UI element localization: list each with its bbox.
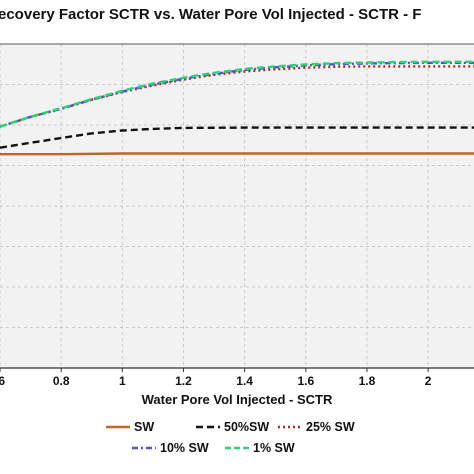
legend-swatch-25sw	[278, 425, 302, 429]
legend-swatch-sw	[106, 425, 130, 429]
legend-swatch-1sw	[225, 446, 249, 450]
legend-item-sw: SW	[106, 420, 154, 434]
series-line-50sw	[0, 126, 474, 149]
legend-label-1sw: 1% SW	[253, 441, 295, 455]
legend-label-sw: SW	[134, 420, 155, 434]
series-line-25sw	[0, 65, 474, 128]
series-line-1sw	[0, 60, 474, 128]
x-tick-label: 1	[119, 374, 126, 388]
x-tick-label: 1.4	[236, 374, 253, 388]
x-tick-label: 0.8	[53, 374, 70, 388]
x-tick-label: 2	[425, 374, 432, 388]
x-axis-label: Water Pore Vol Injected - SCTR	[141, 392, 333, 407]
legend-item-25sw: 25% SW	[278, 420, 355, 434]
legend-label-25sw: 25% SW	[306, 420, 355, 434]
x-tick-label: .6	[0, 374, 5, 388]
legend-label-50sw: 50%SW	[224, 420, 270, 434]
x-tick-label: 1.8	[359, 374, 376, 388]
series-line-sw	[0, 152, 474, 156]
legend-item-50sw: 50%SW	[196, 420, 269, 434]
legend-label-10sw: 10% SW	[160, 441, 209, 455]
legend-swatch-50sw	[196, 425, 220, 429]
x-tick-label: 1.2	[175, 374, 192, 388]
x-tick-label: 1.6	[297, 374, 314, 388]
chart-title: ecovery Factor SCTR vs. Water Pore Vol I…	[0, 6, 422, 23]
legend-item-1sw: 1% SW	[225, 441, 295, 455]
legend-swatch-10sw	[132, 446, 156, 450]
legend-item-10sw: 10% SW	[132, 441, 209, 455]
